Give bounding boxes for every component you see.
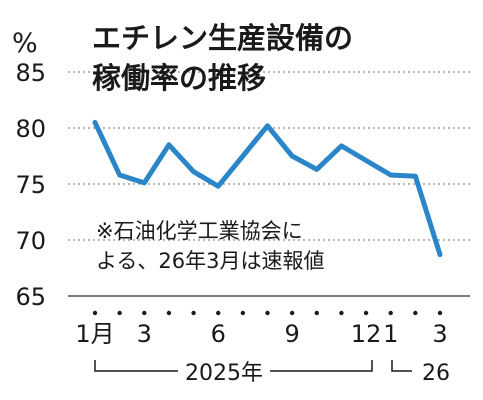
y-tick-label-70: 70 <box>15 227 46 255</box>
x-tick-label: 9 <box>285 320 300 348</box>
x-tick-dot <box>216 310 221 316</box>
x-tick-dot <box>191 310 196 316</box>
year-bracket-2026 <box>391 360 412 372</box>
x-tick-dot <box>289 310 295 316</box>
x-tick-dot <box>339 310 344 316</box>
x-tick-dot <box>437 310 443 316</box>
x-tick-dot <box>265 310 270 316</box>
x-tick-label: 1月 <box>75 320 114 348</box>
note-line-1: ※石油化学工業協会に <box>96 219 303 243</box>
x-tick-dot <box>142 310 147 316</box>
chart-title-line-2: 稼働率の推移 <box>92 61 266 95</box>
note-line-2: よる、26年3月は速報値 <box>96 249 324 273</box>
gridlines <box>68 71 470 297</box>
x-tick-dot <box>314 310 319 316</box>
chart-title-line-1: エチレン生産設備の <box>92 21 353 55</box>
series-line-0 <box>92 119 443 258</box>
y-tick-label-85: 85 <box>15 59 46 87</box>
x-tick-dot <box>388 310 393 316</box>
x-tick-dot <box>92 310 98 316</box>
x-tick-label: 1 <box>383 320 398 348</box>
year-label-2025: 2025年 <box>185 361 263 386</box>
x-tick-label: 3 <box>432 320 447 348</box>
year-brackets: 2025年 26 <box>94 358 450 386</box>
x-tick-label: 3 <box>137 320 152 348</box>
y-tick-label-75: 75 <box>15 171 46 199</box>
year-label-2026: 26 <box>422 361 450 386</box>
y-tick-label-80: 80 <box>15 115 46 143</box>
x-tick-dot <box>413 310 418 316</box>
x-tick-dot <box>240 310 246 316</box>
x-tick-label: 6 <box>211 320 226 348</box>
x-tick-dot <box>363 310 369 316</box>
y-axis: 65 70 75 80 85 <box>15 59 46 311</box>
year-label-2025-bg <box>178 358 270 384</box>
y-unit-label: % <box>12 28 38 59</box>
x-tick-dot <box>117 310 122 316</box>
series-line <box>92 119 443 258</box>
x-tick-label: 12 <box>351 320 382 348</box>
y-tick-label-65: 65 <box>15 283 46 311</box>
x-tick-dot <box>166 310 172 316</box>
x-axis: 1月 3 6 9 12 1 3 <box>75 310 448 348</box>
